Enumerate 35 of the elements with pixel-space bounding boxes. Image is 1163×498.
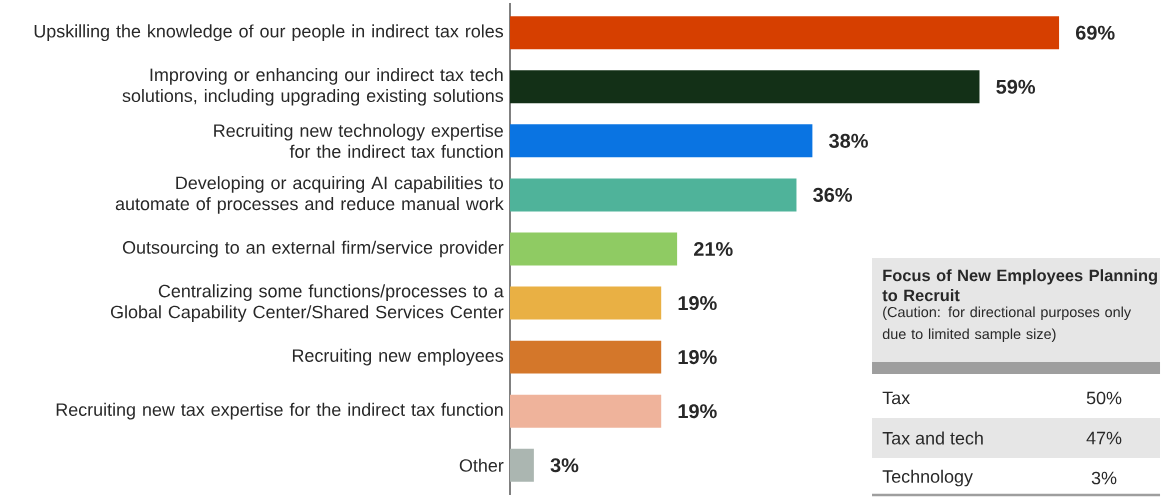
data-label: 69% — [1076, 25, 1115, 40]
bar — [510, 178, 797, 212]
data-label: 21% — [694, 241, 733, 257]
data-label: 36% — [813, 187, 853, 202]
bar — [510, 340, 662, 374]
data-label: 19% — [678, 350, 717, 365]
bar — [510, 448, 534, 482]
bar — [510, 232, 678, 266]
data-label: 38% — [829, 133, 868, 148]
y-tick-label: Centralizing some functions/processes to a Global Capability Center/Shared Services Center — [111, 284, 504, 322]
y-tick-label: Upskilling the knowledge of our people in indirect tax roles — [34, 24, 504, 42]
text: (Caution: for directional purposes only due to limited sample size) — [882, 306, 1132, 342]
data-label: 47% — [1086, 431, 1122, 445]
bar — [510, 16, 1060, 50]
category-label: Tax — [882, 391, 910, 405]
category-label: Technology — [882, 469, 973, 487]
data-label: 59% — [996, 79, 1036, 94]
y-tick-label: Recruiting new employees — [292, 348, 504, 366]
data-label: 50% — [1086, 391, 1122, 405]
data-label: 19% — [678, 296, 717, 311]
bar — [510, 286, 662, 320]
y-tick-label: Other — [459, 458, 504, 472]
category-label: Tax and tech — [882, 431, 983, 445]
text: Focus of New Employees Planning to Recruit — [882, 269, 1157, 302]
y-tick-label: Improving or enhancing our indirect tax tech solutions, including upgrading existing solutions — [122, 67, 504, 106]
data-label: 3% — [550, 458, 579, 473]
y-tick-label: Recruiting new tax expertise for the indirect tax function — [56, 402, 503, 420]
y-tick-label: Developing or acquiring AI capabilities to automate of processes and reduce manual work — [115, 176, 504, 214]
bar — [510, 394, 662, 428]
data-label: 3% — [1091, 471, 1117, 485]
bar — [510, 124, 813, 158]
bar — [510, 70, 980, 104]
y-tick-label: Outsourcing to an external firm/service provider — [122, 240, 504, 258]
data-label: 19% — [678, 404, 717, 419]
y-tick-label: Recruiting new technology expertise for the indirect tax function — [214, 123, 503, 158]
